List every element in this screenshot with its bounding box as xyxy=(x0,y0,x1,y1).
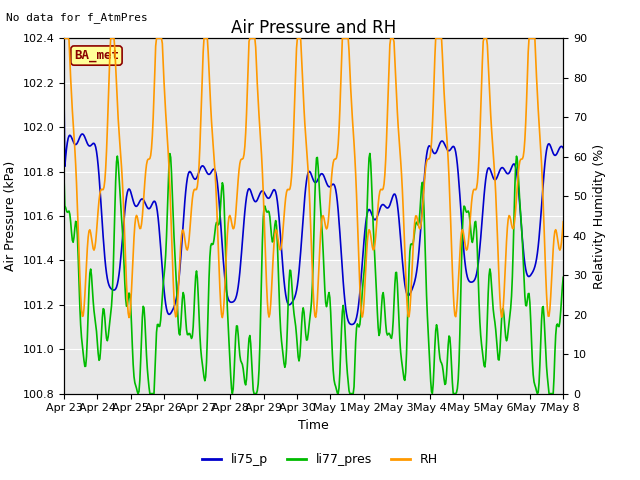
Legend: li75_p, li77_pres, RH: li75_p, li77_pres, RH xyxy=(197,448,443,471)
Y-axis label: Relativity Humidity (%): Relativity Humidity (%) xyxy=(593,144,605,288)
Title: Air Pressure and RH: Air Pressure and RH xyxy=(231,19,396,37)
Text: No data for f_AtmPres: No data for f_AtmPres xyxy=(6,12,148,23)
X-axis label: Time: Time xyxy=(298,419,329,432)
Text: BA_met: BA_met xyxy=(74,49,119,62)
Y-axis label: Air Pressure (kPa): Air Pressure (kPa) xyxy=(4,161,17,271)
